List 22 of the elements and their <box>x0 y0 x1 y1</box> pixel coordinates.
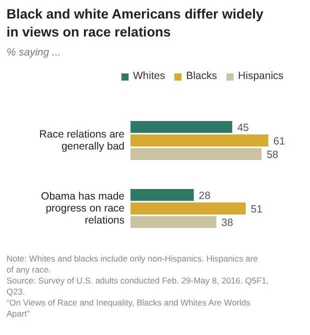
data-label: 28 <box>198 190 211 202</box>
text: Note: Whites and blacks include only non-Hispanics. Hispanics are of any race. <box>6 254 258 274</box>
text: “On Views of Race and Inequality, Blacks and Whites Are Worlds Apart” <box>6 298 250 318</box>
data-label: 51 <box>250 204 263 216</box>
legend-label: Blacks <box>186 70 218 82</box>
bar <box>130 148 262 160</box>
bar <box>130 188 194 201</box>
source-note: Source: Survey of U.S. adults conducted Feb. 29-May 8, 2016. Q5F1, Q23. <box>6 276 269 296</box>
y-tick-label: Obama has made progress on race relations <box>41 190 125 226</box>
data-label: 61 <box>273 136 286 148</box>
data-label: 58 <box>266 149 278 162</box>
legend-label: Whites <box>133 70 166 82</box>
legend-label: Hispanics <box>238 70 284 82</box>
data-label: 38 <box>221 217 234 230</box>
bar <box>130 134 268 146</box>
bar <box>130 120 232 133</box>
data-label: 45 <box>237 122 250 134</box>
text: % saying ... <box>6 46 61 58</box>
bar <box>130 216 216 228</box>
bar <box>130 202 246 214</box>
chart-title: Black and white Americans differ widely in views on race relations <box>6 6 264 40</box>
y-tick-label: Race relations are generally bad <box>39 128 125 152</box>
